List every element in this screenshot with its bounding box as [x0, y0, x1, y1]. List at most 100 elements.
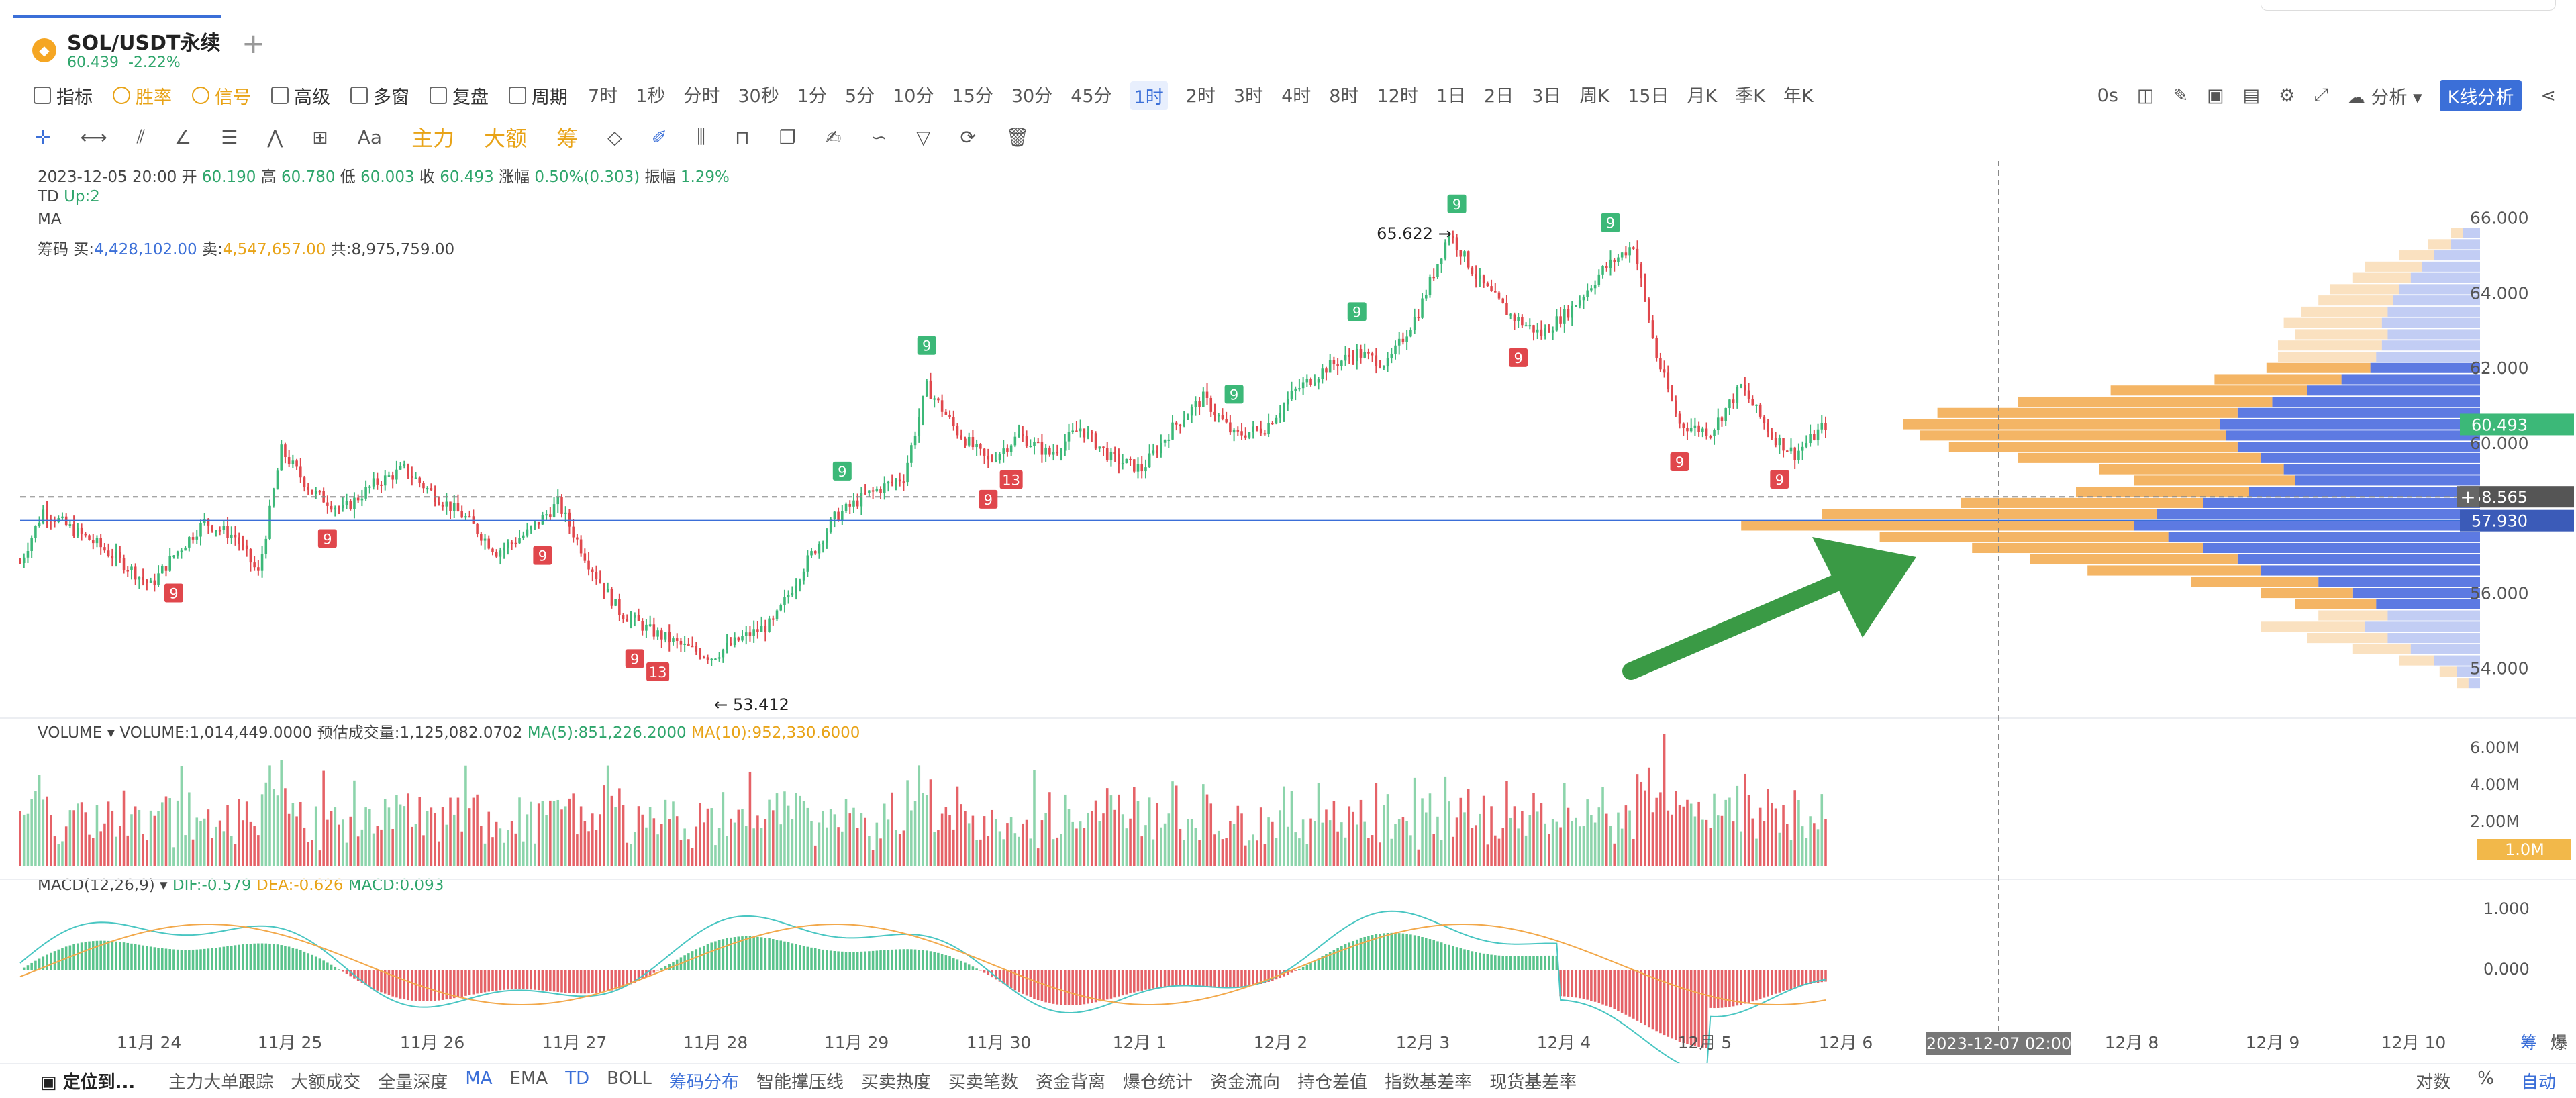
macd-bar — [737, 936, 740, 970]
tab-sol-usdt[interactable]: ◆ SOL/USDT永续 60.439 -2.22% — [13, 15, 221, 72]
period-option[interactable]: 7时 — [588, 85, 618, 107]
period-option[interactable]: 2日 — [1484, 85, 1514, 107]
add-tab-button[interactable]: + — [242, 27, 266, 60]
chip-tool[interactable]: 筹 — [556, 126, 579, 151]
trash-icon[interactable]: 🗑 — [1005, 126, 1030, 148]
volume-bar — [1647, 767, 1650, 866]
indicator-option[interactable]: BOLL — [607, 1068, 652, 1089]
candle-body — [1298, 388, 1301, 390]
save-icon[interactable]: ▤ — [2242, 85, 2261, 106]
indicator-option[interactable]: 爆仓统计 — [1123, 1072, 1193, 1093]
period-option[interactable]: 3日 — [1532, 85, 1562, 107]
magnet-icon[interactable]: ∽ — [871, 126, 887, 148]
indicator-option[interactable]: 主力大单跟踪 — [168, 1072, 274, 1093]
filter-icon[interactable]: ▽ — [915, 126, 931, 148]
toolbar-item[interactable]: 周期 — [509, 83, 568, 109]
profile-buy-bar — [2318, 577, 2480, 587]
channel-tool-icon[interactable]: ⫽ — [136, 126, 146, 148]
indicator-option[interactable]: 资金流向 — [1210, 1072, 1281, 1093]
ruler-icon[interactable]: ◇ — [607, 126, 622, 148]
toolbar-item[interactable]: 指标 — [34, 83, 93, 109]
indicator-option[interactable]: MA — [465, 1068, 493, 1089]
period-option[interactable]: 1时 — [1130, 81, 1168, 110]
pencil-icon[interactable]: ✎ — [2173, 85, 2189, 106]
period-option[interactable]: 4时 — [1281, 85, 1311, 107]
macd-bar — [180, 950, 183, 970]
text-tool[interactable]: Aa — [357, 126, 383, 148]
toolbar-item[interactable]: 胜率 — [113, 83, 172, 109]
locate-button[interactable]: ▣ 定位到... — [40, 1072, 136, 1093]
indicator-option[interactable]: 买卖笔数 — [948, 1072, 1018, 1093]
candle-body — [1571, 305, 1574, 318]
kline-analysis-button[interactable]: K线分析 — [2439, 79, 2522, 111]
indicator-option[interactable]: TD — [565, 1068, 590, 1089]
toolbar-item[interactable]: 信号 — [192, 83, 251, 109]
analysis-menu[interactable]: ☁ 分析 ▾ — [2346, 87, 2422, 108]
copy-icon[interactable]: ❐ — [779, 126, 796, 148]
toolbar-item[interactable]: 复盘 — [430, 83, 489, 109]
period-option[interactable]: 15日 — [1628, 85, 1669, 107]
toolbar-item[interactable]: 多窗 — [350, 83, 409, 109]
period-option[interactable]: 3时 — [1233, 85, 1264, 107]
candle-body — [1205, 391, 1209, 398]
main-force-tool[interactable]: 主力 — [411, 126, 455, 151]
period-option[interactable]: 周K — [1579, 85, 1610, 107]
period-option[interactable]: 1分 — [797, 85, 827, 107]
indicator-option[interactable]: 全量深度 — [378, 1072, 448, 1093]
period-option[interactable]: 1日 — [1436, 85, 1467, 107]
scale-option[interactable]: 自动 — [2520, 1072, 2556, 1093]
period-option[interactable]: 2时 — [1185, 85, 1216, 107]
lock-icon[interactable]: ⊓ — [735, 126, 750, 148]
period-option[interactable]: 30分 — [1011, 85, 1053, 107]
candle-body — [499, 550, 502, 557]
indicator-option[interactable]: 智能撑压线 — [756, 1072, 844, 1093]
fib-tool-icon[interactable]: ☰ — [221, 126, 238, 148]
big-order-tool[interactable]: 大额 — [484, 126, 528, 151]
share-icon[interactable]: ⋖ — [2540, 85, 2556, 106]
period-option[interactable]: 1秒 — [636, 85, 666, 107]
volume-bar — [260, 794, 264, 866]
measure-tool-icon[interactable]: ⊞ — [312, 126, 328, 148]
fullscreen-icon[interactable]: ⤢ — [2314, 85, 2328, 105]
indicator-option[interactable]: 大额成交 — [291, 1072, 361, 1093]
candle-body — [910, 445, 913, 463]
sync-icon[interactable]: ⟳ — [960, 126, 976, 148]
toolbar-item[interactable]: 高级 — [271, 83, 330, 109]
wave-tool-icon[interactable]: ⋀ — [267, 126, 283, 148]
period-option[interactable]: 12时 — [1377, 85, 1418, 107]
macd-bar — [115, 941, 117, 970]
period-option[interactable]: 10分 — [893, 85, 934, 107]
period-option[interactable]: 15分 — [952, 85, 993, 107]
indicator-option[interactable]: 持仓差值 — [1297, 1072, 1368, 1093]
period-option[interactable]: 30秒 — [738, 85, 779, 107]
period-option[interactable]: 月K — [1687, 85, 1718, 107]
period-option[interactable]: 5分 — [844, 85, 875, 107]
scale-option[interactable]: % — [2477, 1068, 2494, 1089]
edit-icon[interactable]: ✍ — [826, 126, 842, 148]
layout-icon[interactable]: ▣ — [2207, 85, 2224, 106]
camera-icon[interactable]: ◫ — [2136, 85, 2154, 106]
settings-icon[interactable]: ⚙ — [2279, 85, 2295, 106]
period-option[interactable]: 季K — [1735, 85, 1765, 107]
indicator-option[interactable]: EMA — [509, 1068, 548, 1089]
crosshair-tool-icon[interactable]: ✛ — [35, 126, 51, 148]
indicator-option[interactable]: 资金背离 — [1035, 1072, 1105, 1093]
indicator-option[interactable]: 现货基差率 — [1489, 1072, 1577, 1093]
indicator-option[interactable]: 买卖热度 — [860, 1072, 931, 1093]
period-option[interactable]: 45分 — [1071, 85, 1112, 107]
indicator-option[interactable]: 筹码分布 — [668, 1072, 739, 1093]
indicator-option[interactable]: 指数基差率 — [1385, 1072, 1473, 1093]
angle-tool-icon[interactable]: ∠ — [175, 126, 192, 148]
brush-icon[interactable]: ✐ — [651, 126, 668, 148]
period-option[interactable]: 年K — [1783, 85, 1814, 107]
candle-body — [841, 511, 844, 521]
period-option[interactable]: 分时 — [683, 85, 720, 107]
hline-tool-icon[interactable]: ⟷ — [80, 126, 107, 148]
scale-option[interactable]: 对数 — [2416, 1072, 2451, 1093]
period-option[interactable]: 8时 — [1329, 85, 1359, 107]
chart-canvas[interactable]: 66.00064.00062.00060.00058.00056.00054.0… — [0, 154, 2576, 1063]
macd-bar — [1728, 970, 1731, 1007]
candle-style-icon[interactable]: ⫼ — [697, 126, 706, 148]
candle-body — [368, 486, 371, 488]
volume-bar — [1544, 823, 1546, 866]
